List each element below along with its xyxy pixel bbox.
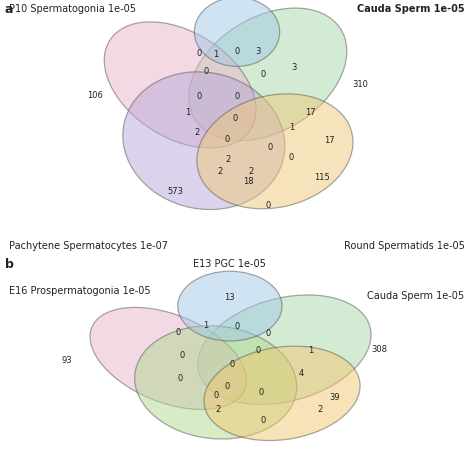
Text: Round Spermatids 1e-05: Round Spermatids 1e-05	[344, 241, 465, 251]
Text: 2: 2	[225, 155, 230, 164]
Text: 106: 106	[87, 91, 103, 100]
Text: 0: 0	[225, 135, 230, 144]
Text: 0: 0	[196, 49, 202, 57]
Text: 0: 0	[265, 329, 271, 338]
Text: 310: 310	[352, 81, 368, 90]
Ellipse shape	[194, 0, 280, 66]
Text: a: a	[5, 3, 13, 16]
Ellipse shape	[197, 94, 353, 209]
Text: E13 PGC 1e-05: E13 PGC 1e-05	[193, 259, 266, 269]
Text: 93: 93	[61, 356, 72, 365]
Text: 115: 115	[314, 173, 330, 182]
Text: 573: 573	[167, 187, 183, 196]
Text: 2: 2	[194, 128, 200, 137]
Text: 0: 0	[255, 346, 261, 356]
Text: Cauda Sperm 1e-05: Cauda Sperm 1e-05	[357, 4, 465, 14]
Text: 0: 0	[265, 201, 271, 210]
Text: 308: 308	[371, 345, 387, 354]
Ellipse shape	[204, 346, 360, 440]
Ellipse shape	[104, 22, 256, 148]
Text: 39: 39	[329, 393, 339, 402]
Text: 2: 2	[317, 405, 323, 414]
Text: 0: 0	[234, 92, 240, 101]
Text: 2: 2	[248, 167, 254, 176]
Text: Pachytene Spermatocytes 1e-07: Pachytene Spermatocytes 1e-07	[9, 241, 168, 251]
Text: 4: 4	[298, 369, 304, 378]
Text: 1: 1	[213, 50, 219, 59]
Text: 0: 0	[225, 383, 230, 391]
Text: P10 Spermatogonia 1e-05: P10 Spermatogonia 1e-05	[9, 4, 137, 14]
Text: 17: 17	[305, 109, 316, 117]
Text: 0: 0	[258, 388, 264, 397]
Text: b: b	[5, 258, 14, 271]
Text: 0: 0	[175, 328, 181, 337]
Ellipse shape	[189, 8, 347, 141]
Text: 13: 13	[225, 293, 235, 302]
Text: 0: 0	[180, 351, 185, 360]
Text: 0: 0	[234, 322, 240, 331]
Text: 0: 0	[229, 361, 235, 369]
Ellipse shape	[198, 295, 371, 404]
Text: 2: 2	[218, 167, 223, 176]
Text: 0: 0	[260, 416, 266, 425]
Text: 18: 18	[244, 177, 254, 186]
Text: 0: 0	[232, 114, 237, 123]
Text: 0: 0	[203, 67, 209, 76]
Ellipse shape	[90, 307, 246, 410]
Ellipse shape	[123, 72, 285, 210]
Text: Cauda Sperm 1e-05: Cauda Sperm 1e-05	[367, 291, 465, 301]
Text: 0: 0	[260, 70, 266, 79]
Text: 17: 17	[324, 136, 335, 145]
Ellipse shape	[178, 271, 282, 341]
Text: 0: 0	[213, 391, 219, 400]
Text: E16 Prospermatogonia 1e-05: E16 Prospermatogonia 1e-05	[9, 286, 151, 296]
Text: 0: 0	[267, 143, 273, 152]
Text: 2: 2	[215, 405, 221, 414]
Ellipse shape	[135, 326, 297, 439]
Text: 1: 1	[289, 123, 294, 132]
Text: 0: 0	[289, 154, 294, 163]
Text: 1: 1	[203, 321, 209, 330]
Text: 1: 1	[308, 346, 313, 356]
Text: 0: 0	[177, 374, 183, 383]
Text: 3: 3	[255, 47, 261, 56]
Text: 0: 0	[196, 92, 202, 101]
Text: 0: 0	[234, 47, 240, 56]
Text: 3: 3	[291, 63, 297, 72]
Text: 1: 1	[184, 109, 190, 117]
